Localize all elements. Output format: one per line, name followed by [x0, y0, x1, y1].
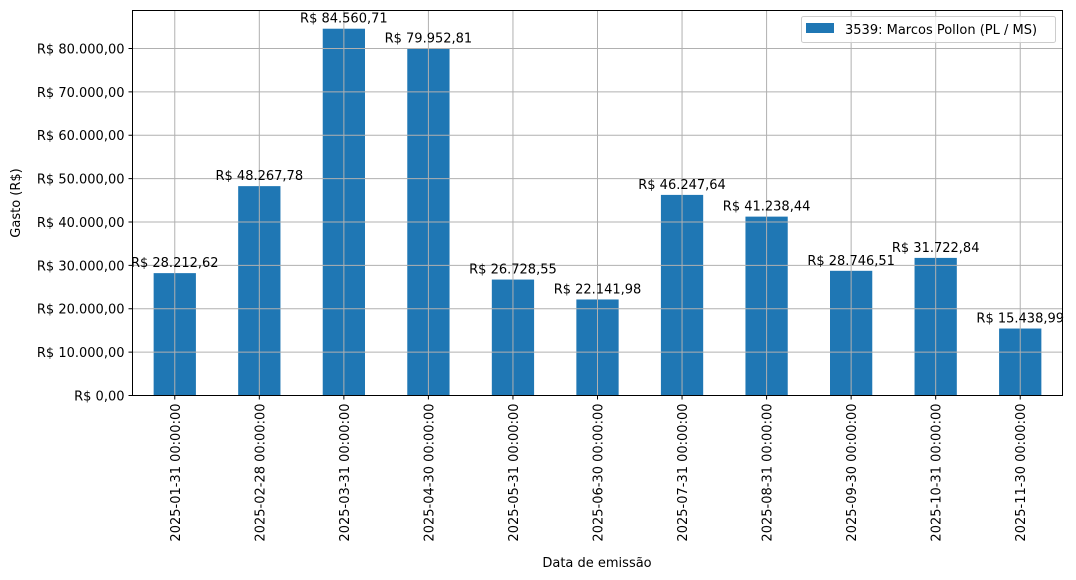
- data-label: R$ 46.247,64: [638, 178, 726, 193]
- x-tick-label: 2025-01-31 00:00:00: [169, 404, 184, 542]
- y-tick-label: R$ 80.000,00: [37, 42, 125, 57]
- legend: 3539: Marcos Pollon (PL / MS): [801, 16, 1056, 43]
- x-tick-label: 2025-08-31 00:00:00: [761, 404, 776, 542]
- data-label: R$ 48.267,78: [216, 169, 304, 184]
- legend-frame: [801, 16, 1056, 43]
- x-tick-label: 2025-11-30 00:00:00: [1014, 404, 1029, 542]
- y-tick-label: R$ 40.000,00: [37, 216, 125, 231]
- x-tick-label: 2025-04-30 00:00:00: [422, 404, 437, 542]
- y-axis: R$ 0,00 R$ 10.000,00 R$ 20.000,00 R$ 30.000…: [37, 42, 133, 405]
- data-label: R$ 26.728,55: [469, 263, 557, 278]
- data-label: R$ 28.746,51: [807, 254, 895, 269]
- data-label: R$ 79.952,81: [385, 32, 473, 47]
- x-tick-label: 2025-07-31 00:00:00: [676, 404, 691, 542]
- y-tick-label: R$ 20.000,00: [37, 303, 125, 318]
- legend-label: 3539: Marcos Pollon (PL / MS): [845, 23, 1037, 38]
- x-tick-label: 2025-06-30 00:00:00: [592, 404, 607, 542]
- y-tick-label: R$ 10.000,00: [37, 346, 125, 361]
- x-tick-label: 2025-03-31 00:00:00: [338, 404, 353, 542]
- y-tick-label: R$ 30.000,00: [37, 259, 125, 274]
- data-labels: R$ 28.212,62 R$ 48.267,78 R$ 84.560,71 R$ 7…: [131, 12, 1064, 327]
- y-tick-label: R$ 50.000,00: [37, 173, 125, 188]
- data-label: R$ 22.141,98: [554, 282, 642, 297]
- x-axis-label: Data de emissão: [542, 556, 651, 571]
- data-label: R$ 28.212,62: [131, 256, 219, 271]
- data-label: R$ 84.560,71: [300, 12, 388, 27]
- data-label: R$ 41.238,44: [723, 200, 811, 215]
- x-tick-label: 2025-09-30 00:00:00: [845, 404, 860, 542]
- y-tick-label: R$ 60.000,00: [37, 129, 125, 144]
- y-axis-label: Gasto (R$): [9, 168, 24, 237]
- y-tick-label: R$ 0,00: [74, 390, 124, 405]
- x-tick-label: 2025-02-28 00:00:00: [253, 404, 268, 542]
- y-tick-label: R$ 70.000,00: [37, 86, 125, 101]
- legend-swatch: [806, 23, 834, 33]
- x-tick-label: 2025-10-31 00:00:00: [930, 404, 945, 542]
- data-label: R$ 15.438,99: [976, 312, 1064, 327]
- data-label: R$ 31.722,84: [892, 241, 980, 256]
- x-tick-label: 2025-05-31 00:00:00: [507, 404, 522, 542]
- x-axis: 2025-01-31 00:00:00 2025-02-28 00:00:00 20…: [169, 395, 1029, 542]
